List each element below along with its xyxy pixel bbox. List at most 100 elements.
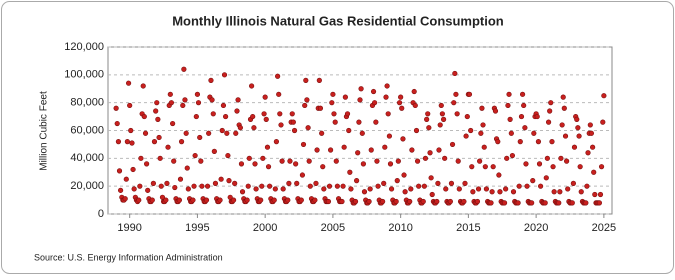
data-point [357, 97, 363, 103]
data-point [400, 136, 406, 142]
data-point [145, 187, 151, 193]
data-point [382, 144, 388, 150]
data-point [313, 180, 319, 186]
data-point [414, 158, 421, 164]
data-point [590, 144, 596, 150]
data-point [114, 120, 120, 127]
y-tick-label: 0 [98, 208, 104, 220]
data-point [326, 183, 333, 189]
data-point [304, 97, 310, 103]
data-point [117, 187, 124, 193]
data-point [237, 125, 243, 131]
data-point [366, 198, 372, 205]
data-point [442, 155, 448, 161]
data-point [305, 125, 311, 131]
x-tick-label: 2010 [388, 222, 412, 234]
data-point [592, 191, 598, 198]
data-point [264, 144, 271, 150]
data-point [344, 111, 351, 117]
data-point [440, 116, 447, 122]
data-point [316, 77, 322, 83]
data-point [230, 197, 237, 203]
data-point [131, 186, 137, 192]
data-point [289, 111, 295, 117]
data-point [591, 169, 597, 175]
data-point [307, 183, 313, 189]
data-point [319, 130, 325, 136]
data-point [209, 97, 215, 103]
data-point [530, 178, 536, 184]
data-point [506, 91, 512, 97]
data-point [509, 152, 516, 159]
data-point [124, 139, 130, 145]
data-point [543, 175, 549, 181]
data-point [140, 83, 146, 89]
data-point [276, 91, 282, 97]
data-point [571, 144, 578, 150]
data-point [195, 100, 202, 106]
data-point [367, 186, 373, 192]
data-point [193, 113, 199, 120]
data-point [267, 183, 273, 189]
data-point [294, 180, 300, 186]
data-point [232, 180, 238, 186]
data-point [197, 134, 203, 141]
data-point [387, 161, 394, 167]
data-point [412, 102, 418, 109]
data-point [587, 122, 593, 128]
data-point [455, 158, 461, 164]
data-point [199, 183, 205, 189]
data-point [556, 200, 562, 206]
data-point [536, 161, 543, 167]
data-point [574, 116, 580, 122]
data-point [330, 91, 336, 97]
data-point [468, 127, 474, 134]
data-point [171, 158, 177, 164]
data-point [154, 100, 160, 106]
data-point [226, 178, 232, 184]
data-point [481, 144, 487, 150]
x-tick-label: 2015 [456, 222, 480, 234]
data-point [518, 113, 525, 120]
data-point [204, 183, 211, 189]
data-point [211, 148, 217, 154]
data-point [542, 200, 548, 206]
data-point [407, 198, 413, 205]
data-point [300, 141, 307, 148]
data-point [172, 184, 178, 191]
data-point [233, 130, 239, 136]
data-point [393, 198, 399, 205]
data-point [448, 180, 455, 186]
data-point [549, 139, 555, 145]
data-point [183, 130, 189, 136]
data-point [550, 164, 556, 170]
data-point [474, 198, 481, 205]
data-point [434, 198, 440, 205]
data-point [306, 158, 312, 164]
data-point [278, 122, 284, 128]
data-point [578, 189, 584, 195]
data-point [544, 155, 550, 161]
data-point [340, 183, 346, 189]
data-point [501, 200, 508, 206]
data-point [425, 111, 431, 117]
data-point [157, 155, 163, 161]
data-point [547, 108, 553, 114]
data-point [368, 147, 374, 153]
data-point [286, 180, 292, 186]
data-point [508, 130, 514, 136]
data-point [466, 91, 473, 97]
data-point [522, 125, 528, 131]
y-tick-label: 100,000 [64, 69, 104, 81]
data-point [180, 102, 186, 109]
data-point [413, 127, 420, 134]
data-point [167, 91, 173, 97]
data-point [190, 197, 196, 203]
data-point [138, 155, 144, 161]
data-point [312, 197, 318, 203]
data-point [225, 152, 231, 159]
data-point [234, 108, 240, 114]
data-point [422, 155, 429, 161]
data-point [320, 164, 326, 170]
data-point [246, 155, 252, 161]
